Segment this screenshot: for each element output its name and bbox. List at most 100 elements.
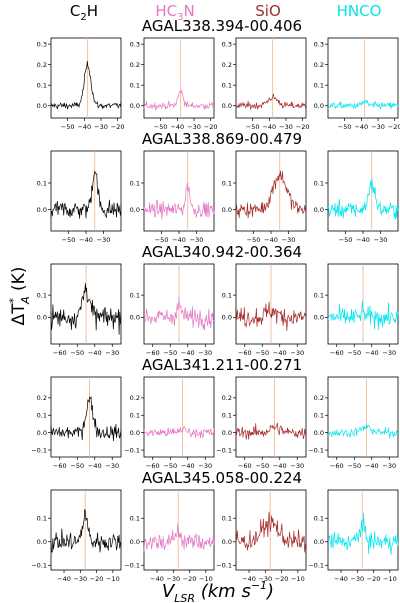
x-tick-label: −30 [290, 462, 304, 470]
panel-frame [327, 37, 399, 119]
spectrum-panel: −50 −40 −30 −20 0.0 0.1 0.2 0.3 [222, 37, 310, 131]
panel-frame [50, 489, 122, 571]
panel-frame [235, 376, 307, 458]
y-tick-label: 0.0 [130, 429, 140, 437]
y-tick-label: 0.0 [222, 538, 232, 546]
y-tick-label: 0.3 [314, 40, 324, 48]
panel-frame [235, 489, 307, 571]
y-tick-label: 0.0 [37, 314, 47, 322]
spectrum-panel: −50 −40 −30 0.0 0.1 [314, 150, 399, 244]
panel-frame [143, 150, 215, 232]
y-tick-label: 0.0 [222, 314, 232, 322]
x-tick-label: −50 [70, 462, 84, 470]
y-tick-label: 0.1 [130, 81, 140, 89]
x-tick-label: −20 [204, 123, 218, 131]
spectrum-line [235, 422, 307, 440]
y-tick-label: 0.2 [222, 61, 232, 69]
y-tick-label: −0.1 [308, 446, 324, 454]
spectrum-panel: −40 −30 −20 −10 −0.1 0.0 0.1 [124, 489, 215, 583]
x-tick-label: −30 [282, 236, 296, 244]
spectrum-line [143, 426, 215, 439]
spectrum-panel: −60 −50 −40 −30 0.0 0.1 [222, 263, 307, 357]
y-tick-label: 0.1 [314, 412, 324, 420]
x-tick-label: −30 [190, 236, 204, 244]
spectrum-panel: −60 −50 −40 −30 −0.1 0.0 0.1 0.2 [308, 376, 399, 470]
x-tick-label: −30 [371, 123, 385, 131]
x-tick-label: −60 [238, 349, 252, 357]
x-tick-label: −30 [374, 236, 388, 244]
x-tick-label: −20 [275, 575, 289, 583]
x-tick-label: −30 [350, 575, 364, 583]
x-tick-label: −40 [242, 575, 256, 583]
spectrum-line [143, 89, 215, 111]
x-tick-label: −30 [198, 349, 212, 357]
y-tick-label: 0.0 [130, 102, 140, 110]
panel-frame [235, 37, 307, 119]
x-tick-label: −50 [338, 123, 352, 131]
x-tick-label: −40 [334, 575, 348, 583]
y-tick-label: 0.1 [130, 515, 140, 523]
x-tick-label: −30 [290, 349, 304, 357]
spectrum-panel: −40 −30 −20 −10 −0.1 0.0 0.1 [31, 489, 122, 583]
spectrum-line [143, 298, 215, 331]
y-tick-label: 0.3 [222, 40, 232, 48]
spectrum-line [327, 99, 399, 110]
x-tick-label: −40 [365, 349, 379, 357]
y-tick-label: 0.1 [130, 291, 140, 299]
y-tick-label: 0.0 [37, 206, 47, 214]
x-tick-label: −40 [354, 123, 368, 131]
x-tick-label: −60 [53, 462, 67, 470]
x-tick-label: −30 [73, 575, 87, 583]
x-tick-label: −30 [166, 575, 180, 583]
source-title: AGAL338.869-00.479 [142, 130, 302, 148]
x-tick-label: −50 [163, 349, 177, 357]
x-tick-label: −10 [291, 575, 305, 583]
y-tick-label: −0.1 [216, 446, 232, 454]
spectrum-line [143, 182, 215, 220]
x-tick-label: −20 [183, 575, 197, 583]
spectrum-panel: −50 −40 −30 −20 0.0 0.1 0.2 0.3 [130, 37, 218, 131]
y-tick-label: 0.1 [222, 515, 232, 523]
spectrum-line [235, 301, 307, 331]
y-tick-label: 0.0 [222, 206, 232, 214]
x-tick-label: −20 [90, 575, 104, 583]
x-tick-label: −30 [198, 462, 212, 470]
y-tick-label: −0.1 [216, 562, 232, 570]
x-tick-label: −50 [61, 123, 75, 131]
y-tick-label: −0.1 [124, 446, 140, 454]
y-tick-label: 0.1 [37, 179, 47, 187]
spectrum-line [50, 509, 122, 553]
x-tick-label: −10 [106, 575, 120, 583]
x-tick-label: −60 [53, 349, 67, 357]
x-tick-label: −50 [246, 123, 260, 131]
spectrum-panel: −60 −50 −40 −30 −0.1 0.0 0.1 0.2 [216, 376, 307, 470]
spectrum-panel: −60 −50 −40 −30 −0.1 0.0 0.1 0.2 [31, 376, 122, 470]
x-tick-label: −30 [94, 123, 108, 131]
x-tick-label: −30 [258, 575, 272, 583]
spectrum-line [327, 424, 399, 439]
spectrum-panel: −40 −30 −20 −10 −0.1 0.0 0.1 [216, 489, 307, 583]
y-tick-label: 0.1 [130, 412, 140, 420]
y-axis-label: ΔT*A (K) [7, 267, 32, 326]
spectrum-line [50, 170, 122, 219]
x-tick-label: −50 [163, 462, 177, 470]
y-tick-label: 0.0 [314, 102, 324, 110]
y-tick-label: 0.0 [130, 538, 140, 546]
x-tick-label: −40 [170, 123, 184, 131]
y-tick-label: 0.0 [314, 429, 324, 437]
x-tick-label: −20 [367, 575, 381, 583]
y-tick-label: 0.0 [37, 429, 47, 437]
panel-frame [327, 489, 399, 571]
x-tick-label: −50 [70, 349, 84, 357]
x-tick-label: −40 [264, 236, 278, 244]
y-tick-label: 0.1 [314, 291, 324, 299]
x-tick-label: −60 [238, 462, 252, 470]
y-tick-label: 0.0 [314, 206, 324, 214]
x-tick-label: −40 [356, 236, 370, 244]
y-tick-label: 0.2 [314, 61, 324, 69]
y-tick-label: 0.2 [130, 394, 140, 402]
x-tick-label: −50 [247, 236, 261, 244]
y-tick-label: 0.2 [314, 394, 324, 402]
x-tick-label: −50 [255, 462, 269, 470]
x-tick-label: −50 [339, 236, 353, 244]
